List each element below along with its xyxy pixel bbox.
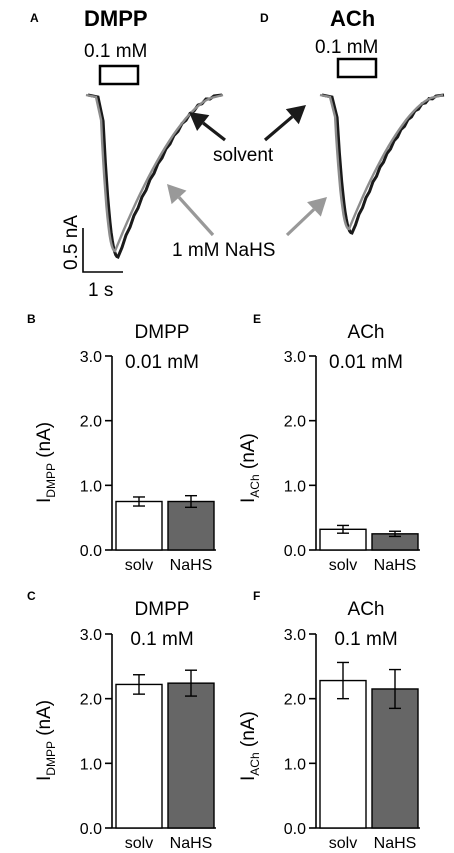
chart-b-x-label-solv: solv: [125, 557, 153, 574]
chart-f-subtitle: 0.1 mM: [334, 629, 397, 650]
chart-e-y-tick-label: 0.0: [284, 543, 306, 560]
panel-d-letter: D: [260, 11, 269, 25]
panel-d-solvent-trace: [321, 93, 445, 235]
chart-c-y-label-sub: DMPP: [44, 741, 58, 776]
chart-b-y-tick-label: 0.0: [80, 543, 102, 560]
chart-e-y-label-sub: ACh: [248, 474, 262, 497]
chart-c-y-tick-label: 2.0: [80, 692, 102, 709]
chart-c-x-label-nahs: NaHS: [170, 835, 213, 852]
chart-f-bar-solv: [319, 679, 367, 829]
chart-b-x-label-nahs: NaHS: [170, 557, 213, 574]
nahs-arrow-left: [167, 184, 215, 237]
chart-b-subtitle: 0.01 mM: [125, 352, 199, 373]
chart-b-y-tick-label: 2.0: [80, 414, 102, 431]
chart-c-y-tick-label: 0.0: [80, 821, 102, 838]
scale-bar: [82, 228, 123, 273]
chart-e-y-label: IACh (nA): [238, 433, 262, 503]
nahs-arrow-right-shaft: [285, 208, 316, 237]
chart-f-y-tick-label: 2.0: [284, 692, 306, 709]
chart-c-y-label-unit: (nA): [34, 700, 55, 741]
chart-b-title: DMPP: [135, 322, 190, 343]
panel-d-nahs-trace: [319, 93, 444, 231]
chart-f-x-label-solv: solv: [329, 835, 357, 852]
chart-b-y-label-sub: DMPP: [44, 463, 58, 498]
nahs-arrow-right-head: [307, 197, 327, 217]
chart-c-y-label: IDMPP (nA): [34, 700, 58, 781]
chart-b-y-tick-label: 3.0: [80, 349, 102, 366]
chart-e-subtitle: 0.01 mM: [329, 352, 403, 373]
panel-f-letter: F: [253, 589, 260, 603]
nahs-label: 1 mM NaHS: [172, 240, 275, 261]
solvent-arrow-left-head: [189, 112, 210, 131]
panel-c-letter: C: [27, 589, 36, 603]
chart-c-bar-solv: [115, 683, 163, 829]
panel-a-application-bar: [98, 64, 140, 86]
chart-e-y-tick-label: 1.0: [284, 478, 306, 495]
chart-f-y-tick-label: 3.0: [284, 627, 306, 644]
chart-f-y-label-unit: (nA): [238, 711, 259, 752]
solvent-arrow-left-shaft: [202, 121, 226, 142]
chart-c-x-label-solv: solv: [125, 835, 153, 852]
chart-b-y-tick-label: 1.0: [80, 478, 102, 495]
panel-a-nahs-trace: [85, 93, 224, 253]
chart-c-subtitle: 0.1 mM: [130, 629, 193, 650]
chart-e-y-label-main: I: [238, 498, 259, 503]
nahs-arrows: [167, 184, 327, 237]
chart-c-bar-nahs: [167, 682, 215, 829]
chart-e-y-tick-label: 2.0: [284, 414, 306, 431]
solvent-label: solvent: [213, 145, 274, 166]
chart-b-bar-solv: [115, 500, 163, 551]
scale-bar-x-label: 1 s: [88, 280, 113, 301]
chart-b-y-label-unit: (nA): [34, 422, 55, 463]
chart-c-y-tick-label: 1.0: [80, 756, 102, 773]
chart-e-x-label-nahs: NaHS: [374, 557, 417, 574]
chart-b-bar-nahs: [167, 500, 215, 551]
chart-b-y-label-main: I: [34, 498, 55, 503]
panel-d-concentration: 0.1 mM: [315, 37, 378, 58]
solvent-arrows: [189, 105, 306, 142]
chart-f-y-label-main: I: [238, 776, 259, 781]
chart-f-x-label-nahs: NaHS: [374, 835, 417, 852]
panel-a-concentration: 0.1 mM: [84, 41, 147, 62]
chart-c-y-label-main: I: [34, 776, 55, 781]
solvent-arrow-right-shaft: [263, 115, 294, 142]
scale-bar-y-label: 0.5 nA: [61, 215, 82, 270]
panel-b-letter: B: [27, 312, 36, 326]
chart-c-y-tick-label: 3.0: [80, 627, 102, 644]
chart-e-y-label-unit: (nA): [238, 433, 259, 474]
solvent-arrow-right-head: [285, 105, 306, 125]
chart-c-title: DMPP: [135, 599, 190, 620]
nahs-arrow-right: [285, 197, 327, 237]
chart-e-title: ACh: [348, 322, 385, 343]
panel-a-letter: A: [30, 11, 39, 25]
chart-f-y-label: IACh (nA): [238, 711, 262, 781]
chart-e-y-tick-label: 3.0: [284, 349, 306, 366]
nahs-arrow-left-head: [167, 184, 187, 205]
panel-d-title: ACh: [330, 6, 375, 31]
chart-f-title: ACh: [348, 599, 385, 620]
chart-f-y-tick-label: 0.0: [284, 821, 306, 838]
chart-b-y-label: IDMPP (nA): [34, 422, 58, 503]
nahs-arrow-left-shaft: [177, 196, 215, 237]
panel-e-letter: E: [253, 312, 261, 326]
chart-f-y-label-sub: ACh: [248, 752, 262, 775]
solvent-arrow-right: [263, 105, 306, 142]
solvent-arrow-left: [189, 112, 226, 142]
panel-a-title: DMPP: [84, 6, 148, 31]
chart-e-x-label-solv: solv: [329, 557, 357, 574]
chart-f-y-tick-label: 1.0: [284, 756, 306, 773]
panel-d-application-bar: [336, 57, 378, 79]
chart-f-bar-nahs: [371, 688, 419, 829]
